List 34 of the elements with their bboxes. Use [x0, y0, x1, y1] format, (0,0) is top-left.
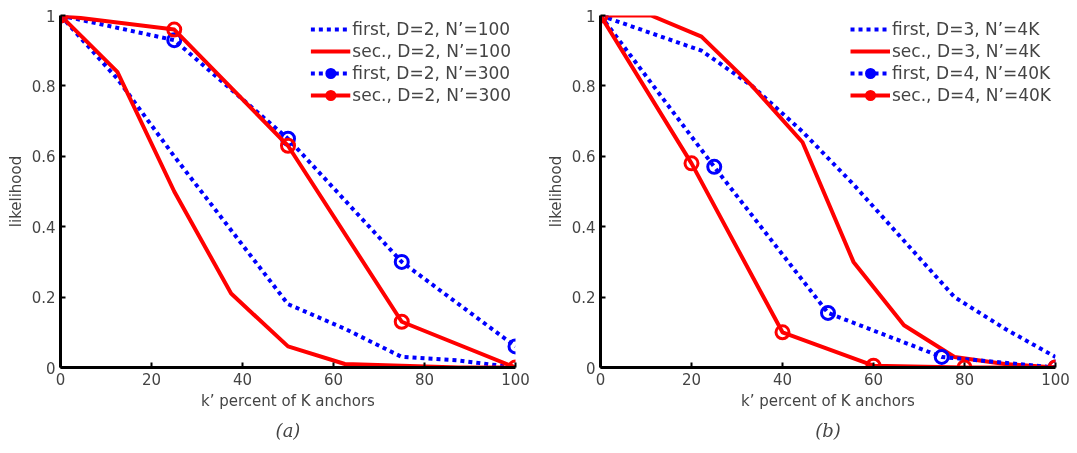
legend-label: sec., D=3, N’=4K [892, 41, 1041, 61]
x-tick-label: 60 [863, 370, 884, 389]
legend-label: sec., D=2, N’=100 [352, 41, 511, 61]
legend-label: sec., D=2, N’=300 [352, 85, 511, 105]
y-tick-label: 0.2 [571, 289, 596, 308]
legend-label: first, D=2, N’=300 [352, 63, 511, 83]
x-tick-label: 20 [681, 370, 702, 389]
x-tick-label: 100 [501, 370, 530, 389]
y-axis-title: likelihood [6, 155, 25, 228]
y-tick-label: 0.6 [571, 148, 596, 167]
x-tick-label: 20 [141, 370, 162, 389]
legend-label: first, D=3, N’=4K [892, 19, 1040, 39]
x-axis-title: k’ percent of K anchors [201, 391, 376, 410]
y-tick-label: 0.4 [31, 218, 56, 237]
y-axis-title: likelihood [546, 155, 565, 228]
legend-label: first, D=4, N’=40K [892, 63, 1051, 83]
legend-label: sec., D=4, N’=40K [892, 85, 1051, 105]
y-tick-label: 0.2 [31, 289, 56, 308]
x-tick-label: 60 [323, 370, 344, 389]
x-axis-title: k’ percent of K anchors [741, 391, 916, 410]
x-tick-label: 100 [1041, 370, 1070, 389]
y-tick-label: 0.6 [31, 148, 56, 167]
x-tick-label: 40 [772, 370, 793, 389]
x-tick-label: 80 [414, 370, 435, 389]
x-tick-label: 40 [232, 370, 253, 389]
legend-label: first, D=2, N’=100 [352, 19, 511, 39]
y-tick-label: 0.8 [571, 77, 596, 96]
y-tick-label: 0.4 [571, 218, 596, 237]
text: (a) [275, 419, 301, 441]
text: (b) [815, 419, 841, 441]
x-tick-label: 80 [954, 370, 975, 389]
y-tick-label: 0.8 [31, 77, 56, 96]
y-tick-label: 1 [585, 7, 596, 26]
y-tick-label: 1 [45, 7, 56, 26]
